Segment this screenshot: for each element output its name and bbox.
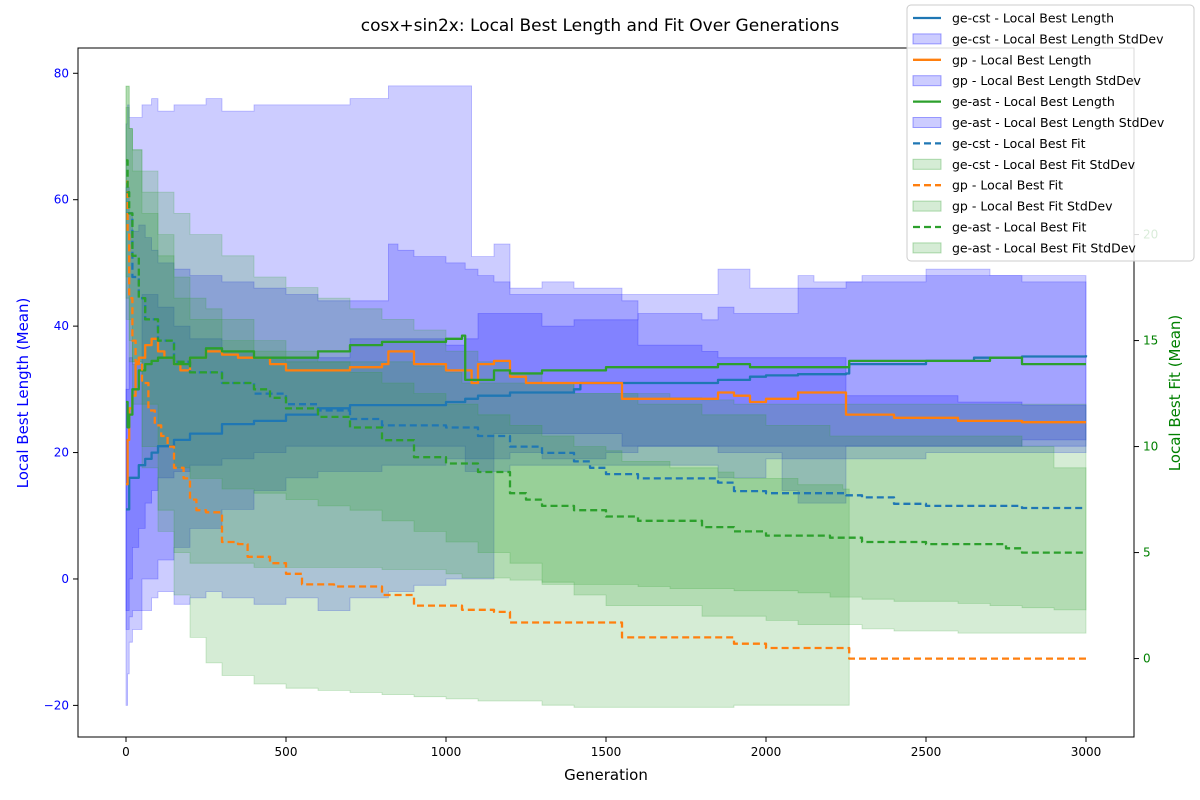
band-ge-ast-local-best-length-stddev (125, 186, 1087, 611)
y-right-tick-label: 10 (1143, 440, 1158, 454)
x-tick-label: 1000 (431, 745, 462, 759)
y-right-tick-label: 5 (1143, 546, 1151, 560)
chart-title: cosx+sin2x: Local Best Length and Fit Ov… (361, 16, 840, 36)
x-axis: 0 500 1000 1500 2000 2500 3000 (122, 737, 1101, 759)
legend-patch-swatch (912, 117, 942, 128)
y-axis-left: −20 0 20 40 60 80 (44, 66, 78, 712)
line-ge-ast-local-best-fit (126, 159, 1086, 554)
legend-patch-swatch (912, 242, 942, 254)
band-gp-local-best-fit-stddev (125, 85, 850, 708)
legend: ge-cst - Local Best Length ge-cst - Local… (906, 4, 1195, 262)
legend-label: ge-ast - Local Best Length (952, 94, 1115, 109)
y-left-tick-label: 20 (54, 446, 69, 460)
stddev-bands (125, 85, 1087, 708)
legend-patch-swatch (912, 33, 942, 45)
series-lines (126, 159, 1088, 660)
legend-label: gp - Local Best Length StdDev (952, 73, 1142, 88)
legend-patch-swatch (912, 200, 942, 212)
x-tick-label: 0 (122, 745, 130, 759)
legend-label: ge-cst - Local Best Length (952, 11, 1114, 26)
band-gp-local-best-length-stddev (125, 85, 1087, 706)
legend-label: ge-cst - Local Best Length StdDev (952, 31, 1164, 46)
y-right-tick-label: 0 (1143, 652, 1151, 666)
legend-label: ge-ast - Local Best Fit StdDev (952, 240, 1136, 255)
line-gp-local-best-length (126, 337, 1086, 486)
x-tick-label: 1500 (591, 745, 622, 759)
line-ge-ast-local-best-length (126, 334, 1086, 429)
y-left-tick-label: 40 (54, 319, 69, 333)
x-tick-label: 500 (275, 745, 298, 759)
y-left-tick-label: −20 (44, 698, 69, 712)
y-right-tick-label: 15 (1143, 334, 1158, 348)
y-axis-left-label: Local Best Length (Mean) (14, 298, 32, 489)
y-left-tick-label: 80 (54, 66, 69, 80)
legend-box (906, 4, 1195, 262)
legend-label: ge-ast - Local Best Fit (952, 220, 1086, 235)
y-left-tick-label: 0 (61, 572, 69, 586)
x-tick-label: 2000 (751, 745, 782, 759)
y-axis-right-label: Local Best Fit (Mean) (1166, 315, 1184, 472)
band-ge-cst-local-best-length-stddev (125, 275, 1087, 630)
y-left-tick-label: 60 (54, 193, 69, 207)
line-ge-cst-local-best-length (126, 355, 1088, 511)
band-ge-ast-local-best-fit-stddev (125, 107, 1087, 634)
line-gp-local-best-fit (126, 180, 1086, 660)
legend-label: ge-cst - Local Best Fit StdDev (952, 157, 1136, 172)
x-tick-label: 2500 (911, 745, 942, 759)
x-axis-label: Generation (564, 766, 648, 784)
legend-label: ge-ast - Local Best Length StdDev (952, 115, 1165, 130)
legend-patch-swatch (912, 158, 942, 170)
legend-label: ge-cst - Local Best Fit (952, 136, 1086, 151)
x-tick-label: 3000 (1071, 745, 1102, 759)
legend-patch-swatch (912, 75, 942, 87)
band-ge-cst-local-best-fit-stddev (125, 85, 1087, 611)
legend-label: gp - Local Best Length (952, 52, 1091, 67)
legend-label: gp - Local Best Fit StdDev (952, 199, 1113, 214)
legend-label: gp - Local Best Fit (952, 178, 1063, 193)
